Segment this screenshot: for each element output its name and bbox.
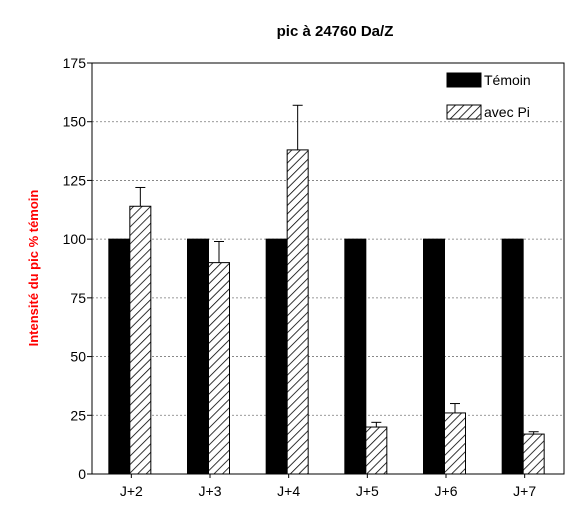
legend-swatch-temoin (446, 72, 482, 88)
bar-temoin (187, 238, 209, 475)
x-tick-label: J+6 (435, 483, 458, 499)
y-tick-label: 50 (70, 349, 86, 365)
y-tick-label: 25 (70, 407, 86, 423)
bar-temoin (108, 238, 131, 475)
y-tick-label: 175 (63, 55, 87, 71)
y-tick-label: 100 (63, 231, 87, 247)
y-tick-label: 125 (63, 172, 87, 188)
y-axis-label: Intensité du pic % témoin (26, 190, 41, 347)
legend-label-avec-pi: avec Pi (484, 104, 530, 120)
y-tick-label: 75 (70, 290, 86, 306)
x-tick-label: J+3 (199, 483, 222, 499)
bar-temoin (344, 238, 367, 475)
y-tick-label: 0 (78, 466, 86, 482)
y-tick-label: 150 (63, 114, 87, 130)
bar-avec-pi (286, 149, 309, 475)
plot-frame (91, 62, 565, 475)
x-tick-label: J+5 (356, 483, 379, 499)
x-tick-label: J+7 (513, 483, 536, 499)
x-tick-label: J+2 (120, 483, 143, 499)
bar-avec-pi (444, 412, 466, 475)
chart-title: pic à 24760 Da/Z (277, 23, 394, 40)
bar-avec-pi (522, 433, 545, 475)
bar-avec-pi (208, 262, 230, 475)
bar-avec-pi (129, 205, 152, 475)
legend-swatch-avec-pi (446, 104, 482, 120)
bar-temoin (423, 238, 445, 475)
plot-area: 0 25 50 75 100 125 150 175 J+2 J+3 J+4 J+5 J+6 J+7 Tém… (63, 55, 565, 499)
legend-label-temoin: Témoin (484, 72, 531, 88)
bar-avec-pi (365, 426, 388, 475)
x-tick-label: J+4 (277, 483, 300, 499)
bar-temoin (501, 238, 524, 475)
bar-temoin (265, 238, 288, 475)
